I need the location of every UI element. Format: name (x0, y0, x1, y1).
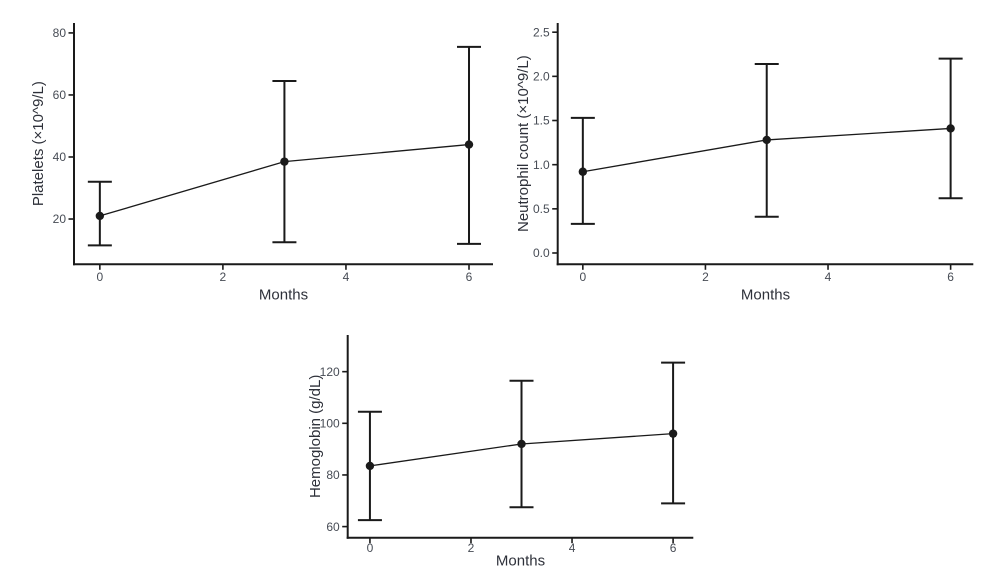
hemoglobin-chart: 0 2 4 6 60 80 100 120 Months Hemoglobin (g/dL) (307, 335, 694, 570)
y-tick-label: 1.0 (533, 158, 550, 172)
y-tick-label: 80 (53, 26, 67, 40)
y-tick-label: 0.0 (533, 246, 550, 260)
y-tick-label: 60 (326, 520, 340, 534)
x-tick-label: 6 (466, 270, 473, 284)
data-point (668, 429, 678, 438)
y-axis-label: Hemoglobin (g/dL) (307, 375, 324, 498)
x-tick-label: 0 (367, 541, 374, 555)
x-axis-label: Months (496, 553, 545, 570)
data-point (280, 157, 289, 166)
y-tick-label: 80 (326, 468, 340, 482)
y-tick-label: 40 (53, 150, 67, 164)
y-tick-label: 2.0 (533, 70, 550, 84)
neutrophil-count-chart: 0 2 4 6 0.0 0.5 1.0 1.5 2.0 2.5 Months Neutrophil c… (515, 23, 974, 304)
y-tick-label: 1.5 (533, 114, 550, 128)
data-point (578, 167, 588, 176)
y-tick-label: 60 (53, 88, 67, 102)
data-point (762, 135, 771, 145)
data-point (517, 439, 526, 449)
x-tick-label: 2 (220, 270, 227, 284)
y-axis-label: Platelets (×10^9/L) (30, 81, 47, 206)
data-point (365, 461, 375, 471)
x-tick-label: 2 (468, 541, 475, 555)
y-tick-label: 120 (320, 365, 340, 379)
x-tick-label: 4 (569, 541, 576, 555)
x-tick-label: 0 (579, 270, 586, 284)
x-axis-label: Months (741, 287, 790, 304)
x-tick-label: 4 (343, 270, 350, 284)
y-tick-label: 20 (53, 212, 67, 226)
data-point (95, 211, 105, 221)
x-tick-label: 4 (825, 270, 832, 284)
y-tick-label: 2.5 (533, 25, 550, 39)
data-point (464, 140, 474, 149)
x-tick-label: 6 (947, 270, 954, 284)
platelets-chart: 0 2 4 6 20 40 60 80 Months Platelets (×10^9/L) (30, 23, 493, 304)
x-tick-label: 0 (96, 270, 103, 284)
y-tick-label: 0.5 (533, 202, 550, 216)
data-point (946, 124, 955, 133)
x-tick-label: 2 (702, 270, 709, 284)
x-axis-label: Months (259, 287, 308, 304)
y-tick-label: 100 (320, 417, 340, 431)
y-axis-label: Neutrophil count (×10^9/L) (515, 55, 532, 232)
x-tick-label: 6 (670, 541, 677, 555)
